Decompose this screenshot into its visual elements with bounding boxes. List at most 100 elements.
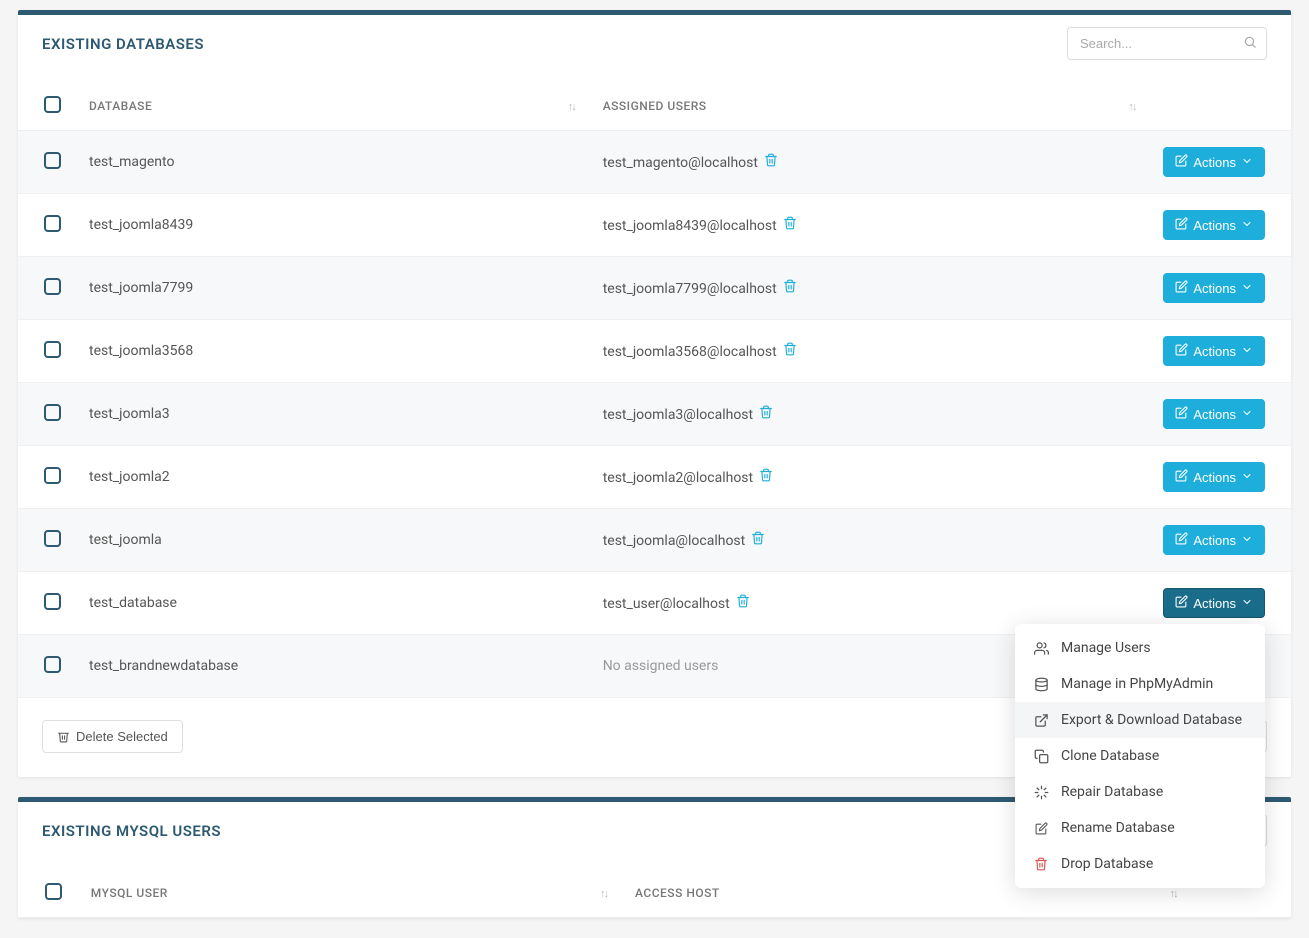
row-checkbox[interactable]: [44, 404, 61, 421]
dropdown-item[interactable]: Manage in PhpMyAdmin: [1015, 666, 1265, 702]
assigned-user: test_joomla2@localhost: [589, 446, 1150, 509]
database-name: test_magento: [75, 131, 589, 194]
dropdown-item[interactable]: Rename Database: [1015, 810, 1265, 846]
table-row: test_joomla7799test_joomla7799@localhost…: [18, 257, 1291, 320]
panel-title: EXISTING DATABASES: [42, 35, 204, 53]
table-row: test_joomla2test_joomla2@localhost Action…: [18, 446, 1291, 509]
table-row: test_joomla3test_joomla3@localhostAction…: [18, 383, 1291, 446]
edit-icon: [1175, 595, 1188, 611]
table-row: test_joomlatest_joomla@localhost Actions: [18, 509, 1291, 572]
table-row: test_joomla8439test_joomla8439@localhost…: [18, 194, 1291, 257]
database-name: test_joomla3568: [75, 320, 589, 383]
dropdown-item-label: Repair Database: [1061, 784, 1163, 800]
row-checkbox[interactable]: [44, 530, 61, 547]
chevron-down-icon: [1241, 281, 1253, 296]
chevron-down-icon: [1241, 470, 1253, 485]
database-name: test_joomla2: [75, 446, 589, 509]
database-name: test_brandnewdatabase: [75, 635, 589, 698]
dropdown-item-label: Manage in PhpMyAdmin: [1061, 676, 1213, 692]
row-checkbox[interactable]: [44, 278, 61, 295]
select-all-checkbox[interactable]: [44, 96, 61, 113]
actions-dropdown: Manage Users Manage in PhpMyAdmin Export &…: [1015, 624, 1265, 888]
select-all-checkbox[interactable]: [45, 883, 62, 900]
actions-label: Actions: [1193, 281, 1236, 296]
remove-user-icon[interactable]: [736, 594, 750, 608]
search-box: [1067, 27, 1267, 60]
dropdown-item[interactable]: Clone Database: [1015, 738, 1265, 774]
dropdown-item-label: Clone Database: [1061, 748, 1159, 764]
dropdown-item-label: Drop Database: [1061, 856, 1153, 872]
dropdown-item-label: Export & Download Database: [1061, 712, 1242, 728]
delete-selected-button[interactable]: Delete Selected: [42, 720, 183, 753]
chevron-down-icon: [1241, 407, 1253, 422]
actions-button[interactable]: Actions: [1163, 399, 1265, 429]
actions-label: Actions: [1193, 344, 1236, 359]
remove-user-icon[interactable]: [783, 342, 797, 356]
row-checkbox[interactable]: [44, 467, 61, 484]
chevron-down-icon: [1241, 155, 1253, 170]
assigned-user: test_joomla8439@localhost: [589, 194, 1150, 257]
actions-label: Actions: [1193, 218, 1236, 233]
search-input[interactable]: [1067, 27, 1267, 60]
assigned-user: test_joomla7799@localhost: [589, 257, 1150, 320]
dropdown-item[interactable]: Drop Database: [1015, 846, 1265, 882]
remove-user-icon[interactable]: [751, 531, 765, 545]
database-icon: [1033, 677, 1049, 692]
row-checkbox[interactable]: [44, 656, 61, 673]
chevron-down-icon: [1241, 218, 1253, 233]
delete-selected-label: Delete Selected: [76, 729, 168, 744]
sort-database[interactable]: ↑↓: [503, 68, 589, 131]
assigned-user: test_joomla@localhost: [589, 509, 1150, 572]
actions-label: Actions: [1193, 596, 1236, 611]
database-name: test_joomla: [75, 509, 589, 572]
edit-icon: [1175, 217, 1188, 233]
databases-table: DATABASE ↑↓ ASSIGNED USERS ↑↓ test_magen…: [18, 68, 1291, 698]
actions-button[interactable]: Actions: [1163, 147, 1265, 177]
dropdown-item[interactable]: Repair Database: [1015, 774, 1265, 810]
assigned-users-column-header[interactable]: ASSIGNED USERS: [589, 68, 1037, 131]
users-icon: [1033, 641, 1049, 656]
actions-label: Actions: [1193, 470, 1236, 485]
edit-icon: [1175, 532, 1188, 548]
remove-user-icon[interactable]: [759, 468, 773, 482]
actions-label: Actions: [1193, 155, 1236, 170]
actions-button[interactable]: Actions: [1163, 210, 1265, 240]
actions-button[interactable]: Actions: [1163, 336, 1265, 366]
remove-user-icon[interactable]: [783, 216, 797, 230]
external-icon: [1033, 713, 1049, 728]
actions-button[interactable]: Actions: [1163, 525, 1265, 555]
sort-user[interactable]: ↑↓: [586, 855, 621, 918]
dropdown-item[interactable]: Export & Download Database: [1015, 702, 1265, 738]
panel-title: EXISTING MYSQL USERS: [42, 822, 221, 840]
actions-button[interactable]: Actions: [1163, 273, 1265, 303]
trash-icon: [1033, 857, 1049, 871]
dropdown-item-label: Rename Database: [1061, 820, 1175, 836]
row-checkbox[interactable]: [44, 593, 61, 610]
row-checkbox[interactable]: [44, 215, 61, 232]
dropdown-item[interactable]: Manage Users: [1015, 630, 1265, 666]
row-checkbox[interactable]: [44, 152, 61, 169]
edit-icon: [1175, 343, 1188, 359]
row-checkbox[interactable]: [44, 341, 61, 358]
remove-user-icon[interactable]: [764, 153, 778, 167]
actions-button[interactable]: Actions: [1163, 462, 1265, 492]
sort-users[interactable]: ↑↓: [1037, 68, 1150, 131]
assigned-user: test_joomla3568@localhost: [589, 320, 1150, 383]
chevron-down-icon: [1241, 344, 1253, 359]
actions-label: Actions: [1193, 533, 1236, 548]
panel-header: EXISTING DATABASES: [18, 15, 1291, 68]
actions-label: Actions: [1193, 407, 1236, 422]
database-name: test_database: [75, 572, 589, 635]
edit-icon: [1175, 406, 1188, 422]
remove-user-icon[interactable]: [783, 279, 797, 293]
database-name: test_joomla7799: [75, 257, 589, 320]
remove-user-icon[interactable]: [759, 405, 773, 419]
search-icon[interactable]: [1243, 35, 1257, 53]
chevron-down-icon: [1241, 533, 1253, 548]
edit-icon: [1175, 469, 1188, 485]
database-column-header[interactable]: DATABASE: [75, 68, 503, 131]
database-name: test_joomla8439: [75, 194, 589, 257]
assigned-user: test_joomla3@localhost: [589, 383, 1150, 446]
actions-button[interactable]: Actions: [1163, 588, 1265, 618]
user-column-header[interactable]: MYSQL USER: [77, 855, 586, 918]
